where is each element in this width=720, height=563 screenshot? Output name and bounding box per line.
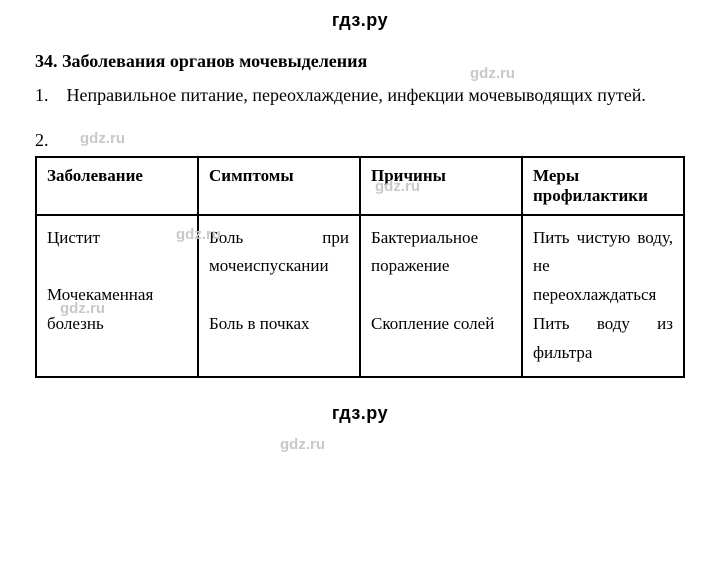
header-prevention: Меры профилактики xyxy=(522,157,684,215)
header-symptoms: Симптомы xyxy=(198,157,360,215)
item-2-number: 2. xyxy=(35,130,685,151)
cell-causes: Бактериальное поражениеСкопление солей xyxy=(360,215,522,377)
cell-symptoms: Боль при мочеиспусканииБоль в почках xyxy=(198,215,360,377)
table-row: ЦиститМочекаменная болезнь Боль при моче… xyxy=(36,215,684,377)
header-disease: Заболевание xyxy=(36,157,198,215)
footer-brand: гдз.ру xyxy=(35,403,685,424)
cell-prevention: Пить чистую воду, не переохлаждатьсяПить… xyxy=(522,215,684,377)
table-header-row: Заболевание Симптомы Причины Меры профил… xyxy=(36,157,684,215)
header-causes: Причины xyxy=(360,157,522,215)
header-brand: гдз.ру xyxy=(35,10,685,31)
cell-symptoms-text: Боль при мочеиспусканииБоль в почках xyxy=(209,224,349,340)
cell-causes-text: Бактериальное поражениеСкопление солей xyxy=(371,224,511,340)
section-title: 34. Заболевания органов мочевыделения xyxy=(35,51,685,72)
item-1: 1. Неправильное питание, переохлаждение,… xyxy=(35,80,685,112)
cell-prevention-text: Пить чистую воду, не переохлаждатьсяПить… xyxy=(533,224,673,368)
cell-disease-text: ЦиститМочекаменная болезнь xyxy=(47,224,187,340)
diseases-table: Заболевание Симптомы Причины Меры профил… xyxy=(35,156,685,378)
cell-disease: ЦиститМочекаменная болезнь xyxy=(36,215,198,377)
item-1-text: Неправильное питание, переохлаждение, ин… xyxy=(67,85,646,105)
watermark: gdz.ru xyxy=(280,436,325,453)
item-1-number: 1. xyxy=(35,85,49,105)
